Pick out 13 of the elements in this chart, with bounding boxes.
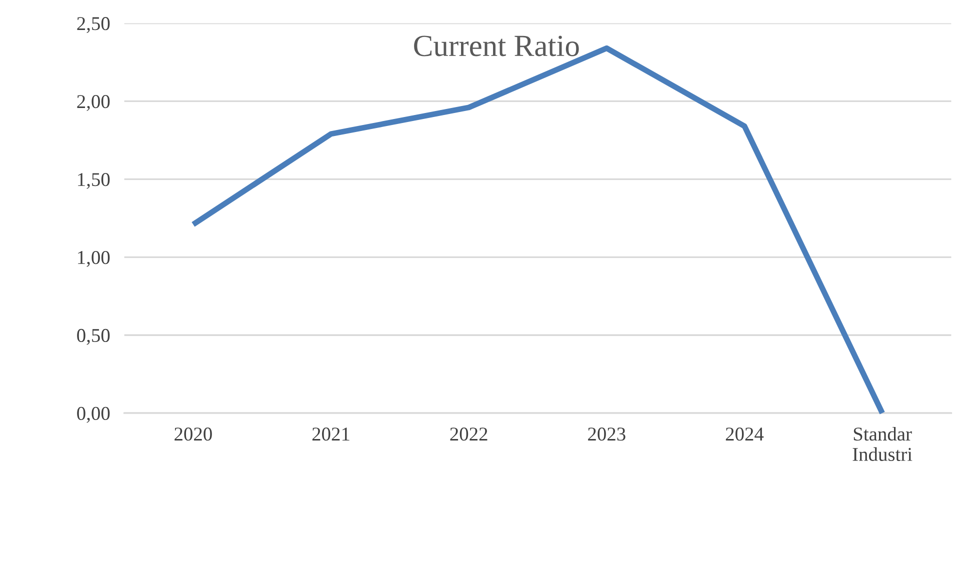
x-tick-label: 2022 xyxy=(450,428,488,441)
y-tick-label: 1,50 xyxy=(78,172,110,189)
y-tick-label: 2,00 xyxy=(77,95,110,111)
x-tick-label: 2020 xyxy=(174,428,212,441)
y-tick-label: 0,00 xyxy=(77,406,110,423)
x-tick-label: Standar Industri xyxy=(852,426,912,461)
y-tick-label: 0,50 xyxy=(77,328,110,345)
x-tick-label: 2023 xyxy=(588,428,626,441)
x-tick-label: 2021 xyxy=(312,428,350,441)
chart-title: Current Ratio xyxy=(414,36,579,56)
y-tick-label: 2,50 xyxy=(77,17,110,33)
x-tick-label: 2024 xyxy=(726,428,764,441)
y-tick-label: 1,00 xyxy=(78,250,110,267)
